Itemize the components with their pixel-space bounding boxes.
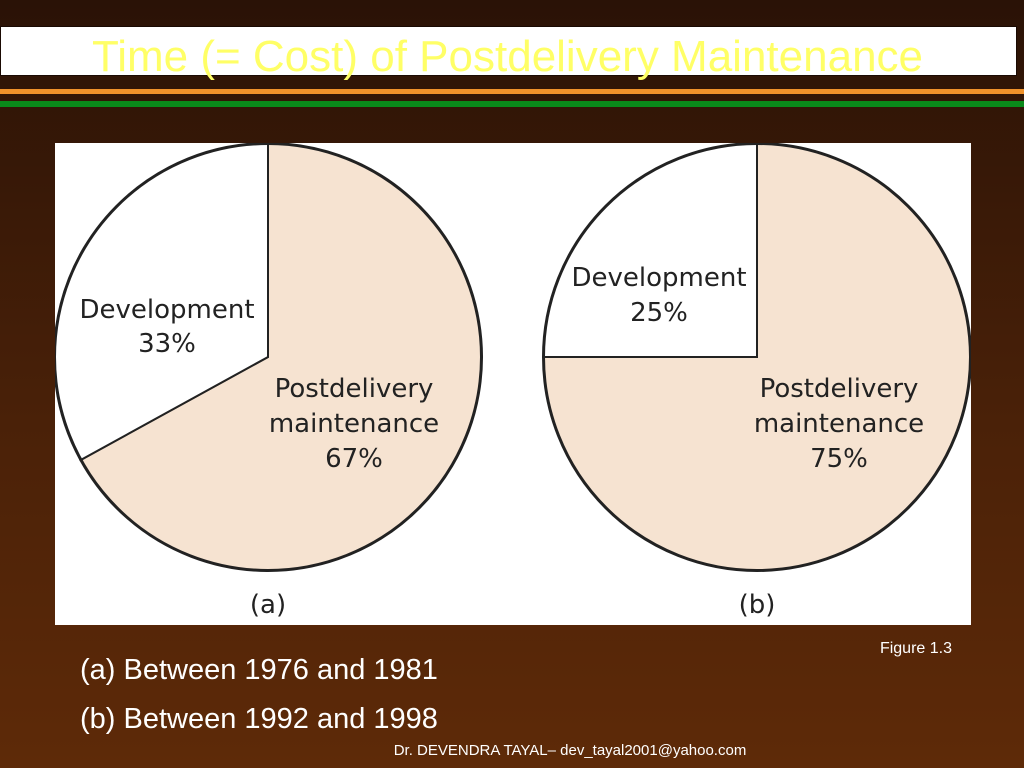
slice-label-development-a: Development	[79, 295, 254, 325]
orange-divider	[0, 89, 1024, 94]
figure-label: Figure 1.3	[879, 640, 952, 657]
slice-value-maintenance-b: 75%	[810, 444, 868, 474]
pie-caption-b: (b)	[739, 590, 776, 620]
slice-value-development-b: 25%	[630, 298, 688, 328]
slice-label-maintenance-a-line2: maintenance	[269, 409, 439, 439]
green-divider	[0, 101, 1024, 107]
pie-outline-b	[543, 143, 971, 571]
slice-value-development-a: 33%	[138, 329, 196, 359]
slice-label-development-b: Development	[571, 263, 746, 293]
pie-outline-a	[55, 143, 482, 571]
description-b: (b) Between 1992 and 1998	[80, 703, 438, 735]
pie-charts: Development 33% Postdelivery maintenance…	[55, 143, 971, 620]
pie-chart-a: Development 33% Postdelivery maintenance…	[55, 143, 483, 620]
footer-credit: Dr. DEVENDRA TAYAL– dev_tayal2001@yahoo.…	[393, 742, 747, 759]
pie-chart-b: Development 25% Postdelivery maintenance…	[541, 143, 971, 620]
title-band	[0, 26, 1017, 76]
slice-label-maintenance-a-line1: Postdelivery	[275, 374, 434, 404]
slice-value-maintenance-a: 67%	[325, 444, 383, 474]
figure-panel: Development 33% Postdelivery maintenance…	[55, 143, 971, 625]
slice-label-maintenance-b-line2: maintenance	[754, 409, 924, 439]
slice-label-maintenance-b-line1: Postdelivery	[760, 374, 919, 404]
description-a: (a) Between 1976 and 1981	[80, 654, 438, 686]
slide-title: Time (= Cost) of Postdelivery Maintenanc…	[91, 32, 924, 81]
pie-caption-a: (a)	[250, 590, 286, 620]
